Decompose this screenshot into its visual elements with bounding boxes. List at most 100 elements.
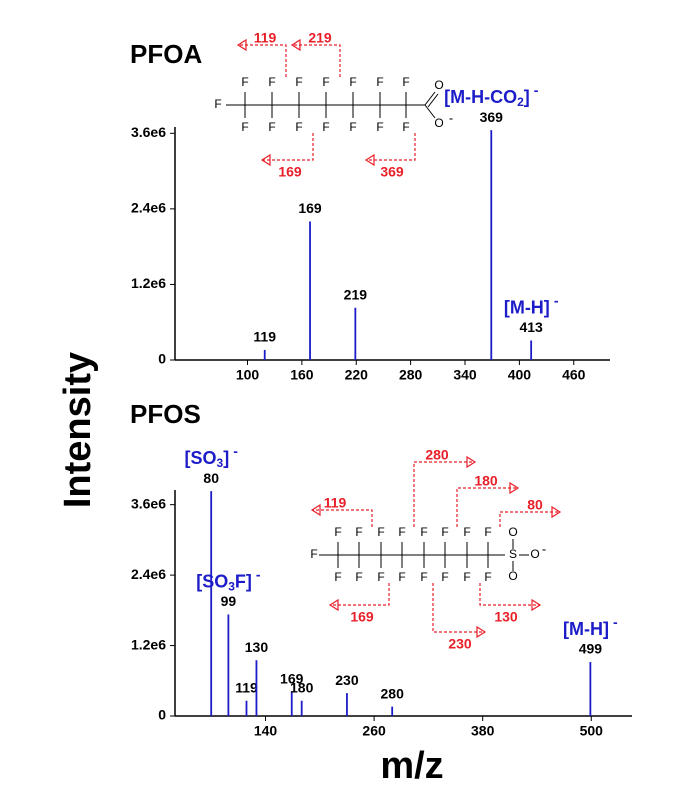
y-axis-label: Intensity bbox=[57, 352, 99, 508]
atom-label: F bbox=[349, 75, 356, 89]
fragment-arrowhead bbox=[310, 503, 321, 517]
fragment-label: 169 bbox=[278, 164, 302, 180]
fragment-label: 230 bbox=[448, 636, 472, 652]
fragment-arrowhead bbox=[290, 38, 301, 52]
atom-label: F bbox=[241, 120, 248, 134]
atom-label: O bbox=[434, 116, 443, 130]
atom-label: F bbox=[310, 547, 317, 561]
fragment-arrowhead bbox=[509, 481, 520, 495]
atom-label: F bbox=[295, 120, 302, 134]
fragment-cut bbox=[330, 583, 390, 606]
ion-label-charge: - bbox=[554, 292, 559, 308]
ion-label: [M-H] - bbox=[563, 614, 618, 639]
peak-label: 130 bbox=[245, 639, 269, 655]
atom-label: F bbox=[322, 120, 329, 134]
x-tick-label: 220 bbox=[345, 367, 369, 383]
bond bbox=[427, 93, 439, 108]
ion-label-end: F] bbox=[235, 571, 252, 591]
peak-label: 169 bbox=[280, 671, 304, 687]
fragment-cut bbox=[262, 133, 314, 161]
atom-label: F bbox=[402, 120, 409, 134]
x-tick-label: 500 bbox=[580, 723, 604, 739]
chart-title: PFOS bbox=[130, 399, 201, 429]
fragment-cut bbox=[366, 133, 416, 161]
x-tick-label: 460 bbox=[562, 367, 586, 383]
atom-label: F bbox=[376, 120, 383, 134]
peak-label: 99 bbox=[221, 593, 237, 609]
fragment-label: 130 bbox=[494, 609, 518, 625]
fragment-arrowhead bbox=[260, 153, 271, 167]
x-tick-label: 260 bbox=[362, 723, 386, 739]
peak-label: 80 bbox=[203, 470, 219, 486]
ion-label-end: ] bbox=[524, 87, 530, 107]
fragment-arrowhead bbox=[364, 153, 375, 167]
fragment-arrowhead bbox=[236, 38, 247, 52]
peak-label: 230 bbox=[335, 672, 359, 688]
x-tick-label: 140 bbox=[254, 723, 278, 739]
atom-label: F bbox=[377, 570, 384, 584]
x-axis-label: m/z bbox=[380, 745, 443, 787]
ion-label-sub: 3 bbox=[228, 580, 235, 594]
ion-label-charge: - bbox=[256, 566, 261, 582]
fragment-cut bbox=[238, 44, 287, 77]
atom-label: F bbox=[376, 75, 383, 89]
x-tick-label: 340 bbox=[453, 367, 477, 383]
atom-label: F bbox=[398, 525, 405, 539]
ion-label-text: [SO bbox=[185, 448, 217, 468]
fragment-label: 219 bbox=[308, 30, 332, 46]
fragment-arrowhead bbox=[531, 598, 542, 612]
peak-label: 369 bbox=[480, 109, 504, 125]
peak-label: 413 bbox=[519, 319, 543, 335]
ion-label-charge: - bbox=[613, 614, 618, 630]
fragment-label: 369 bbox=[380, 164, 404, 180]
bond bbox=[424, 104, 436, 119]
ion-label: [SO3F] - bbox=[196, 566, 261, 593]
ion-label-text: [M-H] bbox=[563, 619, 609, 639]
atom-label: F bbox=[295, 75, 302, 89]
fragment-cut bbox=[499, 511, 560, 527]
ion-label-charge: - bbox=[233, 443, 238, 459]
peak-label: 280 bbox=[381, 685, 405, 701]
atom-label: F bbox=[334, 525, 341, 539]
fragment-cut bbox=[312, 509, 373, 527]
y-tick-label: 3.6e6 bbox=[131, 124, 166, 140]
fragment-cut bbox=[413, 461, 475, 527]
atom-label: F bbox=[484, 570, 491, 584]
y-tick-label: 1.2e6 bbox=[131, 275, 166, 291]
fragment-cut bbox=[432, 583, 485, 633]
fragment-label: 180 bbox=[474, 473, 498, 489]
atom-label: O bbox=[508, 569, 517, 583]
atom-label: F bbox=[349, 120, 356, 134]
atom-label: F bbox=[402, 75, 409, 89]
fragment-label: 80 bbox=[527, 497, 543, 513]
fragment-label: 169 bbox=[350, 609, 374, 625]
peak-label: 219 bbox=[344, 286, 368, 302]
atom-label: O bbox=[434, 78, 443, 92]
atom-label: F bbox=[441, 525, 448, 539]
ion-label: [SO3] - bbox=[185, 443, 239, 470]
charge-label: - bbox=[542, 541, 546, 556]
x-tick-label: 380 bbox=[471, 723, 495, 739]
ion-label-sub: 3 bbox=[217, 456, 224, 470]
peak-label: 119 bbox=[235, 679, 258, 695]
bond bbox=[424, 91, 436, 106]
atom-label: F bbox=[355, 525, 362, 539]
y-tick-label: 2.4e6 bbox=[131, 566, 166, 582]
ion-label: [M-H-CO2] - bbox=[444, 82, 539, 109]
y-tick-label: 1.2e6 bbox=[131, 636, 166, 652]
y-tick-label: 3.6e6 bbox=[131, 495, 166, 511]
charge-label: - bbox=[449, 110, 453, 125]
ion-label-charge: - bbox=[534, 82, 539, 98]
ion-label-end: ] bbox=[223, 448, 229, 468]
fragment-arrowhead bbox=[328, 598, 339, 612]
ion-label: [M-H] - bbox=[504, 292, 559, 317]
atom-label: F bbox=[484, 525, 491, 539]
atom-label: F bbox=[268, 120, 275, 134]
atom-label: F bbox=[420, 570, 427, 584]
atom-label: F bbox=[377, 525, 384, 539]
atom-label: O bbox=[508, 525, 517, 539]
atom-label: O bbox=[530, 547, 539, 561]
fragment-cut bbox=[479, 583, 540, 606]
fragment-arrowhead bbox=[476, 625, 487, 639]
atom-label: F bbox=[463, 525, 470, 539]
